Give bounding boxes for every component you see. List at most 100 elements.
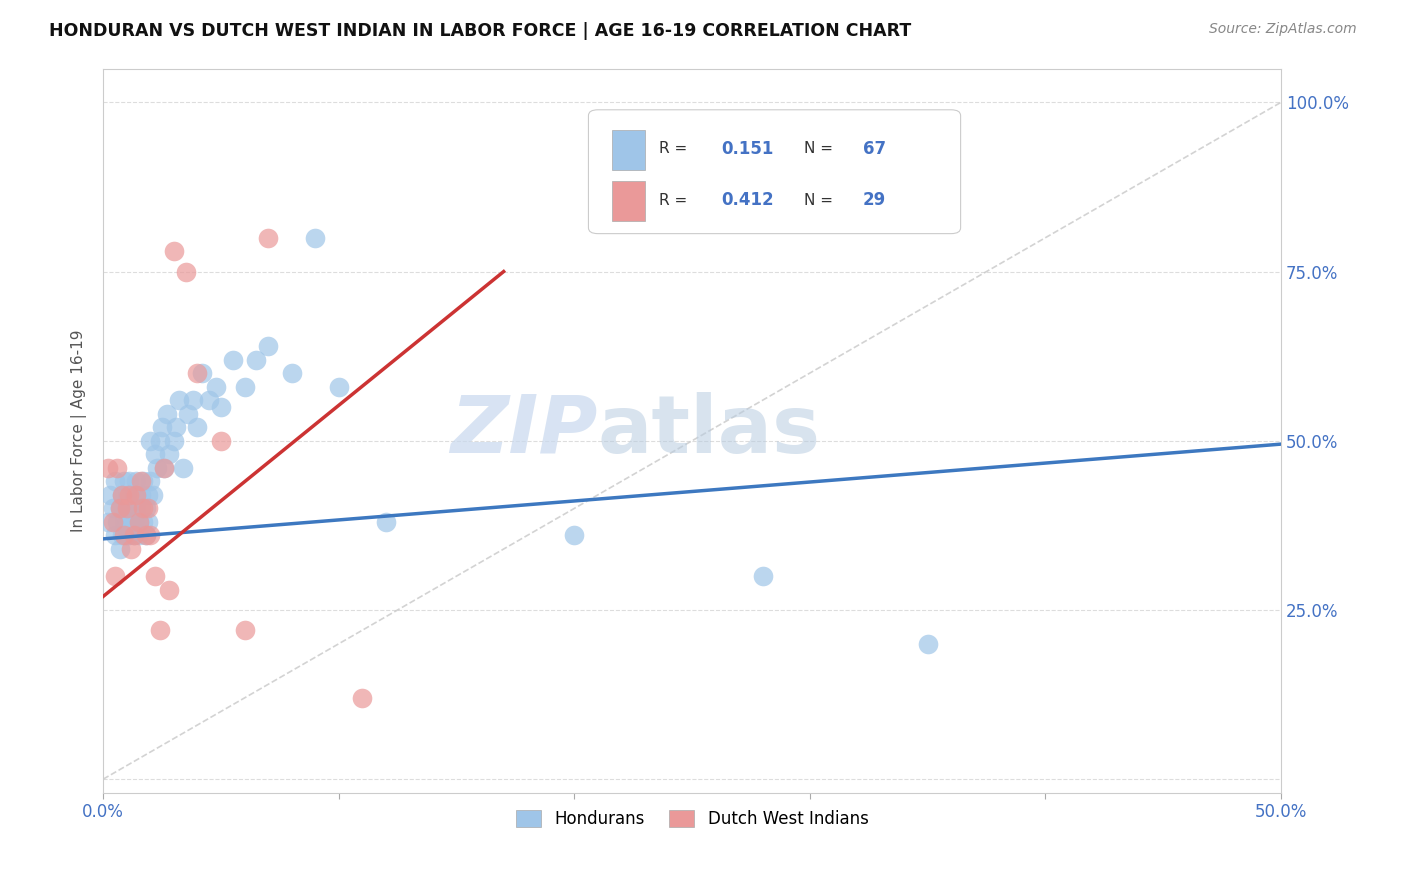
Point [115,501,138,516]
Point [112,475,135,489]
Text: N =: N = [804,141,832,156]
Point [156,407,179,421]
Point [150,420,173,434]
Point [108,541,131,556]
Point [112,515,135,529]
Point [163,434,186,448]
Point [104,475,127,489]
Point [149,434,172,448]
Point [181,393,204,408]
Point [245,352,267,367]
Point [209,434,232,448]
FancyBboxPatch shape [612,181,645,221]
Point [121,515,143,529]
Text: Source: ZipAtlas.com: Source: ZipAtlas.com [1209,22,1357,37]
Point [122,515,145,529]
Point [115,501,138,516]
Point [157,447,180,461]
Text: R =: R = [659,193,688,208]
Point [142,488,165,502]
Point [139,434,162,448]
Point [198,393,221,408]
Point [562,528,585,542]
Point [165,420,187,434]
Point [111,488,134,502]
Point [118,528,141,542]
Point [101,515,124,529]
Point [128,515,150,529]
Point [136,488,159,502]
Point [157,582,180,597]
Point [135,528,157,542]
Text: HONDURAN VS DUTCH WEST INDIAN IN LABOR FORCE | AGE 16-19 CORRELATION CHART: HONDURAN VS DUTCH WEST INDIAN IN LABOR F… [49,22,911,40]
Point [374,515,396,529]
Point [172,460,194,475]
Point [136,501,159,516]
Point [129,475,152,489]
Text: 0.412: 0.412 [721,191,775,210]
Point [97,515,120,529]
Point [121,501,143,516]
Point [111,528,134,542]
Point [167,393,190,408]
Point [132,515,155,529]
Point [257,230,280,244]
Point [136,515,159,529]
Point [328,379,350,393]
Point [135,501,157,516]
Y-axis label: In Labor Force | Age 16-19: In Labor Force | Age 16-19 [72,329,87,532]
FancyBboxPatch shape [612,129,645,169]
Point [122,528,145,542]
Point [186,366,208,380]
Point [751,569,773,583]
Point [132,501,155,516]
Point [105,460,128,475]
Point [177,407,200,421]
Point [143,569,166,583]
Text: N =: N = [804,193,832,208]
Point [101,501,124,516]
Text: 29: 29 [863,191,886,210]
Point [222,352,245,367]
Point [98,488,121,502]
Text: ZIP: ZIP [450,392,598,469]
Point [105,515,128,529]
Point [257,339,280,353]
Point [129,488,152,502]
Point [209,400,232,414]
Point [128,528,150,542]
Point [304,230,326,244]
Point [205,379,228,393]
Point [128,515,150,529]
Point [125,501,148,516]
Point [122,528,145,542]
Point [115,515,138,529]
Point [108,501,131,516]
Point [233,624,256,638]
Point [129,501,152,516]
Point [122,488,145,502]
Point [139,528,162,542]
Point [104,528,127,542]
Point [118,475,141,489]
Legend: Hondurans, Dutch West Indians: Hondurans, Dutch West Indians [509,804,875,835]
Text: 67: 67 [863,140,886,158]
Point [146,460,169,475]
Point [174,264,197,278]
Point [132,475,155,489]
Text: 0.151: 0.151 [721,140,773,158]
Point [125,488,148,502]
Point [163,244,186,259]
Point [135,528,157,542]
Point [139,475,162,489]
Point [186,420,208,434]
Point [149,624,172,638]
Point [115,528,138,542]
Point [280,366,302,380]
Point [104,569,127,583]
Point [191,366,214,380]
Point [125,475,148,489]
Point [118,488,141,502]
FancyBboxPatch shape [589,110,960,234]
Point [233,379,256,393]
